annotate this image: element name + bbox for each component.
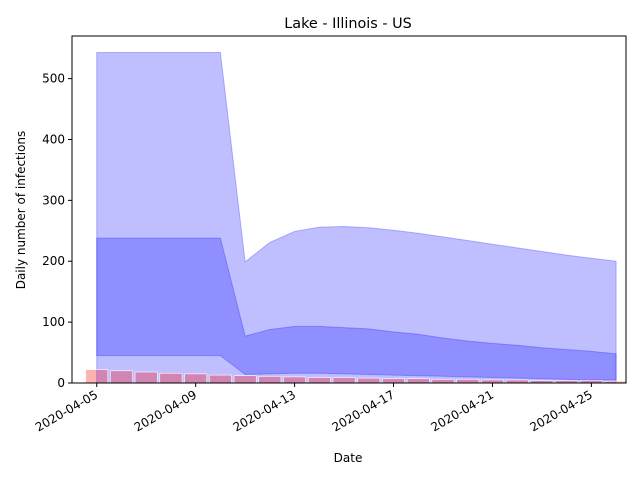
bar (85, 369, 109, 384)
bar (431, 379, 455, 384)
bar (382, 378, 405, 384)
x-tick-label: 2020-04-25 (527, 387, 594, 434)
bar (233, 375, 257, 384)
x-tick-label: 2020-04-21 (429, 387, 496, 434)
observed-bars (85, 369, 628, 384)
bar (406, 378, 430, 384)
y-tick-label: 200 (42, 254, 65, 268)
y-axis-ticks: 0 100 200 300 400 500 (42, 72, 72, 390)
bar (184, 373, 208, 384)
x-axis-label: Date (334, 451, 363, 465)
bar (208, 374, 232, 384)
confidence-bands (96, 51, 617, 384)
bar (307, 377, 331, 384)
bar (456, 379, 480, 384)
y-tick-label: 0 (57, 376, 65, 390)
x-tick-label: 2020-04-13 (231, 387, 298, 434)
x-tick-label: 2020-04-17 (330, 387, 397, 434)
y-tick-label: 500 (42, 72, 65, 86)
bar (332, 377, 356, 384)
bar (258, 375, 282, 384)
bar (283, 376, 307, 384)
x-axis-ticks: 2020-04-05 2020-04-09 2020-04-13 2020-04-17… (33, 383, 595, 434)
bar (134, 371, 158, 384)
band-2 (96, 237, 617, 381)
bar (159, 372, 183, 384)
chart-title: Lake - Illinois - US (284, 16, 412, 32)
y-axis-label: Daily number of infections (14, 131, 28, 290)
bar (357, 377, 381, 384)
plot-frame (71, 35, 627, 384)
x-tick-label: 2020-04-09 (132, 387, 199, 434)
x-tick-label: 2020-04-05 (33, 387, 100, 434)
y-tick-label: 100 (42, 315, 65, 329)
y-tick-label: 400 (42, 132, 65, 146)
bar (110, 370, 133, 384)
y-tick-label: 300 (42, 193, 65, 207)
